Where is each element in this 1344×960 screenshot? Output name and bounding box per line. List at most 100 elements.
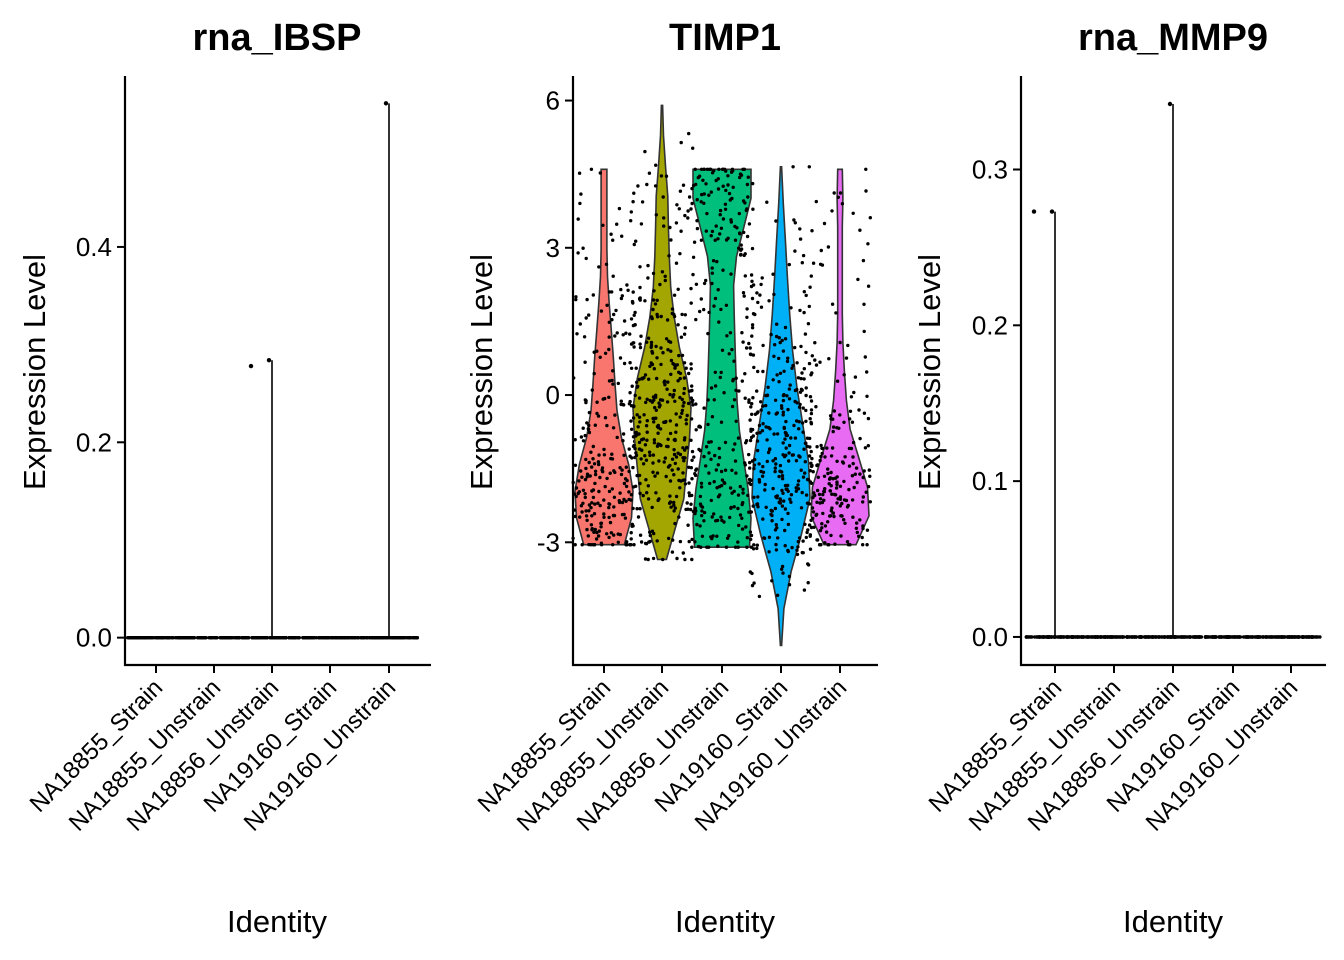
data-point xyxy=(641,493,645,498)
data-point xyxy=(820,526,824,530)
data-point xyxy=(783,544,787,548)
data-point xyxy=(780,517,784,522)
data-point xyxy=(787,397,792,401)
data-point xyxy=(749,482,753,487)
data-point xyxy=(645,491,649,495)
data-point xyxy=(749,405,753,409)
data-point xyxy=(638,342,642,346)
data-point xyxy=(1077,635,1081,639)
data-point xyxy=(199,636,203,640)
data-point xyxy=(661,351,665,355)
data-point xyxy=(750,427,755,432)
data-point xyxy=(808,285,812,289)
data-point xyxy=(599,521,603,526)
data-point xyxy=(667,536,671,541)
data-point xyxy=(1193,635,1197,639)
data-point xyxy=(656,431,660,435)
data-point xyxy=(630,456,634,460)
data-point xyxy=(702,454,706,459)
data-point xyxy=(827,543,831,547)
data-point xyxy=(1080,635,1084,639)
data-point xyxy=(697,425,701,429)
data-point xyxy=(592,530,596,534)
data-point xyxy=(587,509,591,513)
data-point xyxy=(670,307,675,311)
data-point xyxy=(677,207,681,211)
data-point xyxy=(835,501,839,505)
data-point xyxy=(674,423,679,427)
data-point xyxy=(641,437,646,441)
data-point xyxy=(649,340,654,345)
data-point xyxy=(619,296,624,301)
data-point xyxy=(739,247,744,251)
data-point xyxy=(627,469,631,474)
data-point xyxy=(802,377,806,381)
data-point xyxy=(862,411,867,415)
data-point xyxy=(740,331,744,335)
data-point xyxy=(710,536,714,541)
data-point xyxy=(672,312,676,317)
data-point xyxy=(800,550,804,555)
data-point xyxy=(839,534,843,538)
data-point xyxy=(627,490,631,494)
data-point xyxy=(805,436,810,440)
data-point xyxy=(630,427,634,431)
data-point xyxy=(1257,635,1261,639)
data-point xyxy=(585,297,589,302)
data-point xyxy=(775,373,779,377)
data-point xyxy=(728,486,733,490)
data-point xyxy=(682,438,687,442)
data-point xyxy=(632,191,636,195)
data-point xyxy=(630,524,634,528)
data-point xyxy=(790,453,795,457)
data-point xyxy=(656,426,661,430)
data-point xyxy=(761,464,765,469)
data-point xyxy=(738,513,743,517)
data-point xyxy=(808,547,813,551)
data-point xyxy=(686,209,690,213)
data-point xyxy=(590,388,594,392)
panel-ibsp: rna_IBSP Expression Level Identity 0.0 0.… xyxy=(17,17,431,939)
data-point xyxy=(590,501,594,505)
data-point xyxy=(695,198,699,202)
y-tick-label: 0.4 xyxy=(76,232,112,262)
data-point xyxy=(814,405,818,409)
data-point xyxy=(672,509,676,513)
data-point xyxy=(810,456,814,461)
data-point xyxy=(159,636,163,640)
data-point xyxy=(574,297,578,302)
data-point xyxy=(719,226,724,230)
data-point xyxy=(411,636,415,640)
data-point xyxy=(789,436,793,440)
data-point xyxy=(683,456,687,460)
data-point xyxy=(672,448,676,452)
data-point xyxy=(775,432,780,436)
data-point xyxy=(680,312,684,317)
data-point xyxy=(690,449,695,454)
data-point xyxy=(862,469,866,473)
data-point xyxy=(723,207,728,211)
data-point xyxy=(790,366,794,370)
data-point xyxy=(808,534,812,538)
data-point xyxy=(848,417,852,421)
data-point xyxy=(838,340,842,345)
panel-timp1: TIMP1 Expression Level Identity -3036NA1… xyxy=(464,17,878,939)
data-point xyxy=(737,523,741,528)
data-point xyxy=(818,528,823,533)
data-point xyxy=(773,343,777,347)
data-point xyxy=(401,636,406,640)
data-point xyxy=(866,484,871,489)
data-point xyxy=(744,208,748,213)
data-point xyxy=(673,437,677,442)
data-point xyxy=(786,511,790,516)
data-point xyxy=(748,346,752,350)
data-point xyxy=(765,200,769,204)
data-point xyxy=(695,219,699,223)
data-point xyxy=(622,403,626,407)
data-point xyxy=(828,514,832,518)
data-point xyxy=(1235,635,1239,639)
data-point xyxy=(616,381,620,386)
data-point xyxy=(659,346,663,350)
data-point xyxy=(810,506,815,510)
data-point xyxy=(749,273,754,277)
